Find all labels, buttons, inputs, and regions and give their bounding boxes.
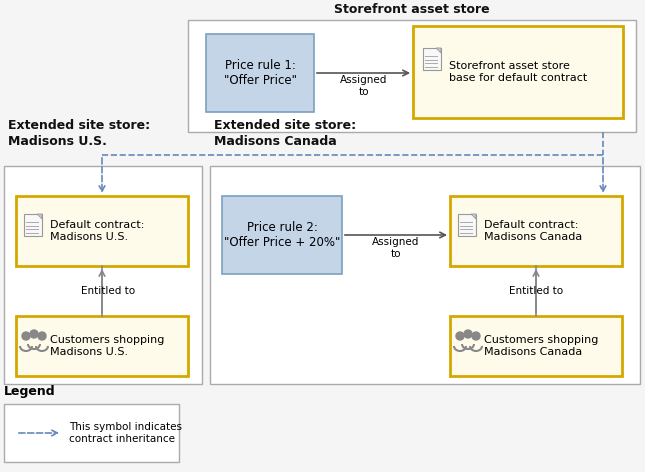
Bar	[4, 166, 202, 384]
Text: Price rule 2:
"Offer Price + 20%": Price rule 2: "Offer Price + 20%"	[224, 221, 340, 249]
Polygon shape	[436, 48, 441, 53]
Bar	[413, 26, 623, 118]
Text: Extended site store:
Madisons Canada: Extended site store: Madisons Canada	[214, 119, 356, 148]
Text: Extended site store:
Madisons U.S.: Extended site store: Madisons U.S.	[8, 119, 150, 148]
Polygon shape	[37, 214, 42, 219]
Circle shape	[456, 332, 464, 340]
Bar	[4, 404, 179, 462]
Text: Storefront asset store
base for default contract: Storefront asset store base for default …	[449, 61, 587, 83]
Bar	[206, 34, 314, 112]
Bar	[458, 214, 476, 236]
Text: Customers shopping
Madisons U.S.: Customers shopping Madisons U.S.	[50, 335, 164, 357]
Text: Assigned
to: Assigned to	[372, 237, 420, 259]
Circle shape	[22, 332, 30, 340]
Polygon shape	[471, 214, 476, 219]
Bar	[16, 316, 188, 376]
Bar	[24, 214, 42, 236]
Text: Entitled to: Entitled to	[509, 286, 563, 296]
Bar	[423, 48, 441, 70]
Circle shape	[30, 330, 38, 338]
Circle shape	[38, 332, 46, 340]
Bar	[222, 196, 342, 274]
Text: Legend: Legend	[4, 385, 55, 398]
Bar	[210, 166, 640, 384]
Text: Customers shopping
Madisons Canada: Customers shopping Madisons Canada	[484, 335, 599, 357]
Text: Default contract:
Madisons U.S.: Default contract: Madisons U.S.	[50, 220, 144, 242]
Text: Default contract:
Madisons Canada: Default contract: Madisons Canada	[484, 220, 582, 242]
Bar	[450, 316, 622, 376]
Bar	[188, 20, 636, 132]
Circle shape	[464, 330, 472, 338]
Circle shape	[472, 332, 480, 340]
Text: Storefront asset store: Storefront asset store	[334, 3, 490, 16]
Text: Entitled to: Entitled to	[81, 286, 135, 296]
Bar	[16, 196, 188, 266]
Text: Price rule 1:
"Offer Price": Price rule 1: "Offer Price"	[224, 59, 297, 87]
Text: This symbol indicates
contract inheritance: This symbol indicates contract inheritan…	[69, 422, 182, 444]
Bar	[450, 196, 622, 266]
Text: Assigned
to: Assigned to	[340, 75, 387, 97]
